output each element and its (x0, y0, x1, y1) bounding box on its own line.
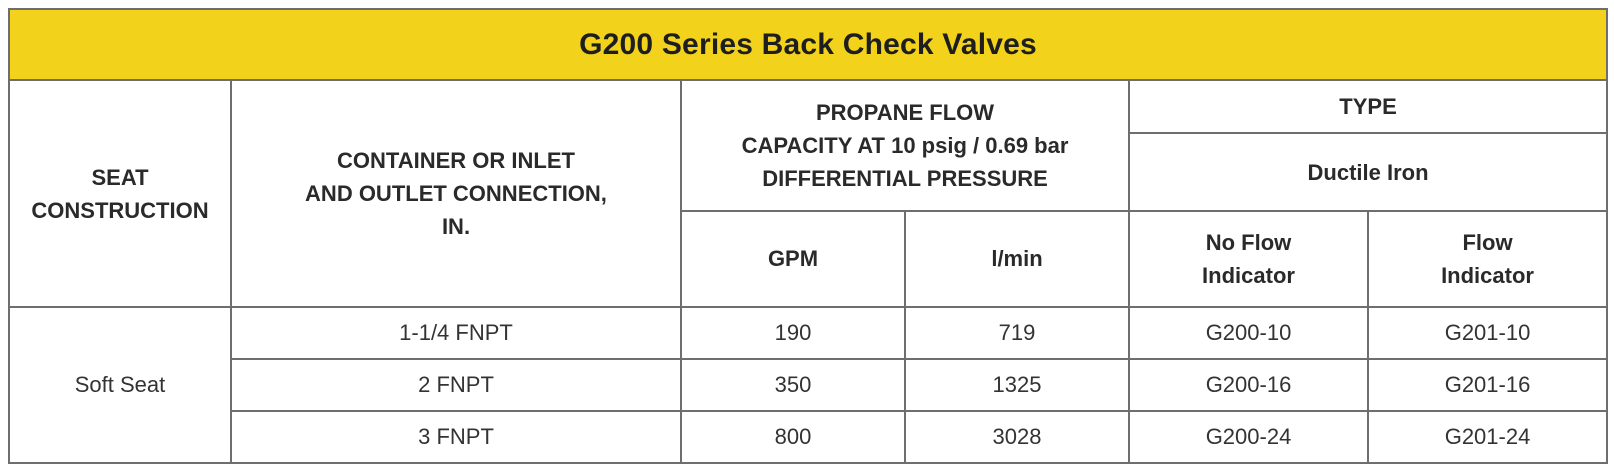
header-no-flow-indicator: No Flow Indicator (1128, 209, 1369, 308)
row-3-gpm: 800 (680, 409, 906, 465)
row-1-lmin: 719 (904, 305, 1130, 360)
valve-spec-table-wrapper: G200 Series Back Check Valves SEAT CONSTR… (7, 7, 1609, 465)
seat-type-cell: Soft Seat (8, 305, 232, 465)
row-3-no-flow-part: G200-24 (1128, 409, 1369, 465)
header-seat-construction: SEAT CONSTRUCTION (8, 79, 232, 308)
header-ductile-iron: Ductile Iron (1127, 132, 1609, 212)
row-2-flow-part: G201-16 (1366, 357, 1609, 412)
row-1-no-flow-part: G200-10 (1128, 305, 1369, 360)
row-3-flow-part: G201-24 (1366, 409, 1609, 465)
valve-spec-table: G200 Series Back Check Valves SEAT CONSTR… (7, 7, 1609, 465)
row-2-gpm: 350 (680, 357, 906, 412)
row-1-connection: 1-1/4 FNPT (230, 305, 682, 360)
header-lmin: l/min (904, 209, 1130, 308)
header-flow-capacity: PROPANE FLOW CAPACITY AT 10 psig / 0.69 b… (680, 79, 1130, 212)
row-2-connection: 2 FNPT (230, 357, 682, 412)
row-1-flow-part: G201-10 (1366, 305, 1609, 360)
table-title: G200 Series Back Check Valves (7, 7, 1609, 82)
row-3-lmin: 3028 (904, 409, 1130, 465)
header-gpm: GPM (680, 209, 906, 308)
header-flow-indicator: Flow Indicator (1366, 209, 1609, 308)
row-1-gpm: 190 (680, 305, 906, 360)
header-connection: CONTAINER OR INLET AND OUTLET CONNECTION,… (230, 79, 682, 308)
row-2-lmin: 1325 (904, 357, 1130, 412)
header-type: TYPE (1127, 79, 1609, 135)
row-3-connection: 3 FNPT (230, 409, 682, 465)
row-2-no-flow-part: G200-16 (1128, 357, 1369, 412)
